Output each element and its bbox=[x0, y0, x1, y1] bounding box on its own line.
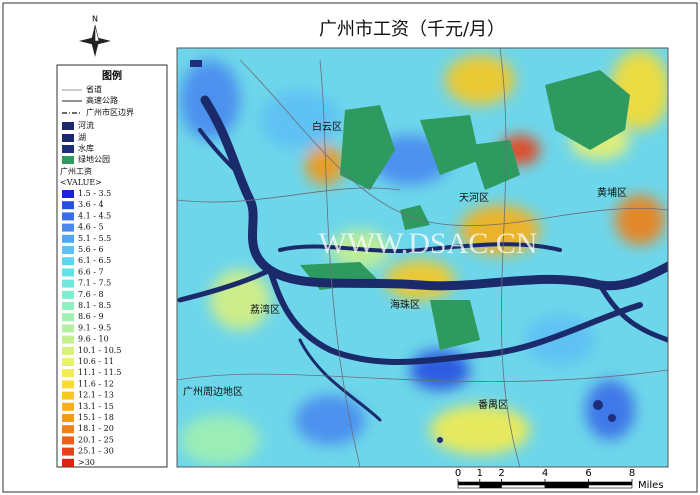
legend-class-label: 15.1 - 18 bbox=[78, 413, 114, 422]
legend-item: 省道 bbox=[86, 84, 102, 94]
legend-class-label: >30 bbox=[78, 458, 95, 467]
legend-swatch bbox=[62, 257, 74, 266]
north-label: N bbox=[92, 15, 98, 24]
legend-class-label: 11.6 - 12 bbox=[78, 379, 114, 388]
scale-tick-label: 2 bbox=[498, 468, 504, 479]
legend-class-label: 4.6 - 5 bbox=[78, 223, 104, 232]
legend-swatch bbox=[62, 402, 74, 411]
legend-item: 河流 bbox=[78, 120, 94, 130]
legend-swatch bbox=[62, 268, 74, 277]
district-label: 天河区 bbox=[459, 192, 489, 204]
legend-item: 湖 bbox=[78, 133, 86, 142]
legend-class-label: 5.1 - 5.5 bbox=[78, 234, 111, 243]
legend-swatch bbox=[62, 223, 74, 232]
scale-tick-label: 0 bbox=[455, 468, 461, 479]
legend-class-label: 7.6 - 8 bbox=[78, 290, 104, 299]
legend-class-label: 9.6 - 10 bbox=[78, 335, 109, 344]
legend-class-label: 20.1 - 25 bbox=[78, 435, 114, 444]
legend-swatch bbox=[62, 447, 74, 456]
legend-swatch bbox=[62, 391, 74, 400]
map: WWW.DSAC.CN 白云区 天河区 黄埔区 荔湾区 海珠区 番禺区 广州周边… bbox=[177, 48, 668, 467]
legend-swatch bbox=[62, 190, 74, 198]
legend-value-title: 广州工资 bbox=[60, 166, 92, 176]
legend-item: 广州市区边界 bbox=[86, 107, 134, 117]
legend-class-label: 1.5 - 3.5 bbox=[78, 189, 111, 198]
scale-segment bbox=[479, 484, 502, 489]
legend-class-label: 9.1 - 9.5 bbox=[78, 323, 111, 332]
watermark: WWW.DSAC.CN bbox=[319, 227, 538, 260]
district-label: 番禺区 bbox=[478, 399, 508, 411]
scale-tick-label: 4 bbox=[542, 468, 548, 479]
legend-swatch bbox=[62, 246, 74, 254]
legend-item: 水库 bbox=[78, 143, 94, 153]
scale-segment bbox=[479, 481, 502, 486]
legend-swatch bbox=[62, 234, 74, 243]
legend-class-label: 18.1 - 20 bbox=[78, 424, 114, 433]
district-label: 白云区 bbox=[312, 120, 342, 133]
scale-tick-label: 6 bbox=[585, 468, 591, 479]
map-frame bbox=[176, 47, 669, 468]
north-arrow: N bbox=[79, 15, 111, 57]
scale-segment bbox=[501, 481, 546, 486]
legend-class-label: 8.6 - 9 bbox=[78, 312, 104, 321]
legend-title: 图例 bbox=[102, 69, 122, 82]
district-label: 荔湾区 bbox=[250, 303, 280, 316]
legend-swatch bbox=[62, 201, 74, 210]
district-label: 海珠区 bbox=[390, 298, 420, 311]
legend-class-label: 25.1 - 30 bbox=[78, 447, 114, 456]
legend-class-label: 8.1 - 8.5 bbox=[78, 301, 111, 310]
legend-class-label: 4.1 - 4.5 bbox=[78, 211, 111, 220]
legend-class-label: 10.6 - 11 bbox=[78, 357, 114, 366]
scale-segment bbox=[457, 484, 481, 489]
scale-segment bbox=[588, 481, 633, 486]
district-label: 黄埔区 bbox=[597, 186, 627, 199]
map-title: 广州市工资（千元/月） bbox=[319, 19, 505, 40]
legend-class-label: 3.6 - 4 bbox=[78, 200, 104, 209]
legend-swatch bbox=[62, 212, 74, 221]
legend-class-label: 11.1 - 11.5 bbox=[78, 368, 121, 377]
legend-class-label: 13.1 - 15 bbox=[78, 402, 114, 411]
legend-swatch bbox=[62, 380, 74, 389]
legend-class-label: 6.6 - 7 bbox=[78, 267, 104, 276]
legend-swatch bbox=[62, 458, 74, 467]
legend-swatch bbox=[62, 425, 74, 434]
legend-frame bbox=[56, 64, 168, 468]
legend-class-label: 7.1 - 7.5 bbox=[78, 279, 111, 288]
legend-swatch bbox=[62, 279, 74, 288]
legend: 图例 省道 高速公路 广州市区边界 河流 湖 水库 绿地公园 广州工资 <VAL… bbox=[56, 64, 168, 468]
legend-swatch bbox=[62, 346, 74, 355]
scale-tick-label: 1 bbox=[477, 468, 483, 479]
legend-class-label: 5.6 - 6 bbox=[78, 245, 104, 254]
scale-tick-label: 8 bbox=[629, 468, 635, 479]
legend-swatch bbox=[62, 414, 74, 422]
legend-swatch bbox=[62, 358, 74, 366]
scale-segment bbox=[588, 484, 633, 489]
legend-class-label: 6.1 - 6.5 bbox=[78, 256, 111, 265]
scale-segment bbox=[501, 484, 546, 489]
legend-swatch bbox=[62, 313, 74, 322]
scale-unit: Miles bbox=[638, 480, 664, 491]
legend-swatch bbox=[62, 335, 74, 344]
legend-value-field: <VALUE> bbox=[60, 178, 102, 187]
scale-segment bbox=[544, 484, 589, 489]
scale-segment bbox=[457, 481, 481, 486]
district-label: 广州周边地区 bbox=[183, 385, 243, 398]
legend-item: 高速公路 bbox=[86, 95, 118, 105]
legend-item: 绿地公园 bbox=[78, 154, 110, 164]
legend-class-label: 10.1 - 10.5 bbox=[78, 346, 121, 355]
legend-swatch bbox=[62, 290, 74, 299]
legend-swatch bbox=[62, 436, 74, 445]
scale-segment bbox=[544, 481, 589, 486]
legend-swatch bbox=[62, 324, 74, 333]
legend-swatch bbox=[62, 369, 74, 378]
legend-swatch bbox=[62, 302, 74, 310]
legend-class-label: 12.1 - 13 bbox=[78, 391, 114, 400]
